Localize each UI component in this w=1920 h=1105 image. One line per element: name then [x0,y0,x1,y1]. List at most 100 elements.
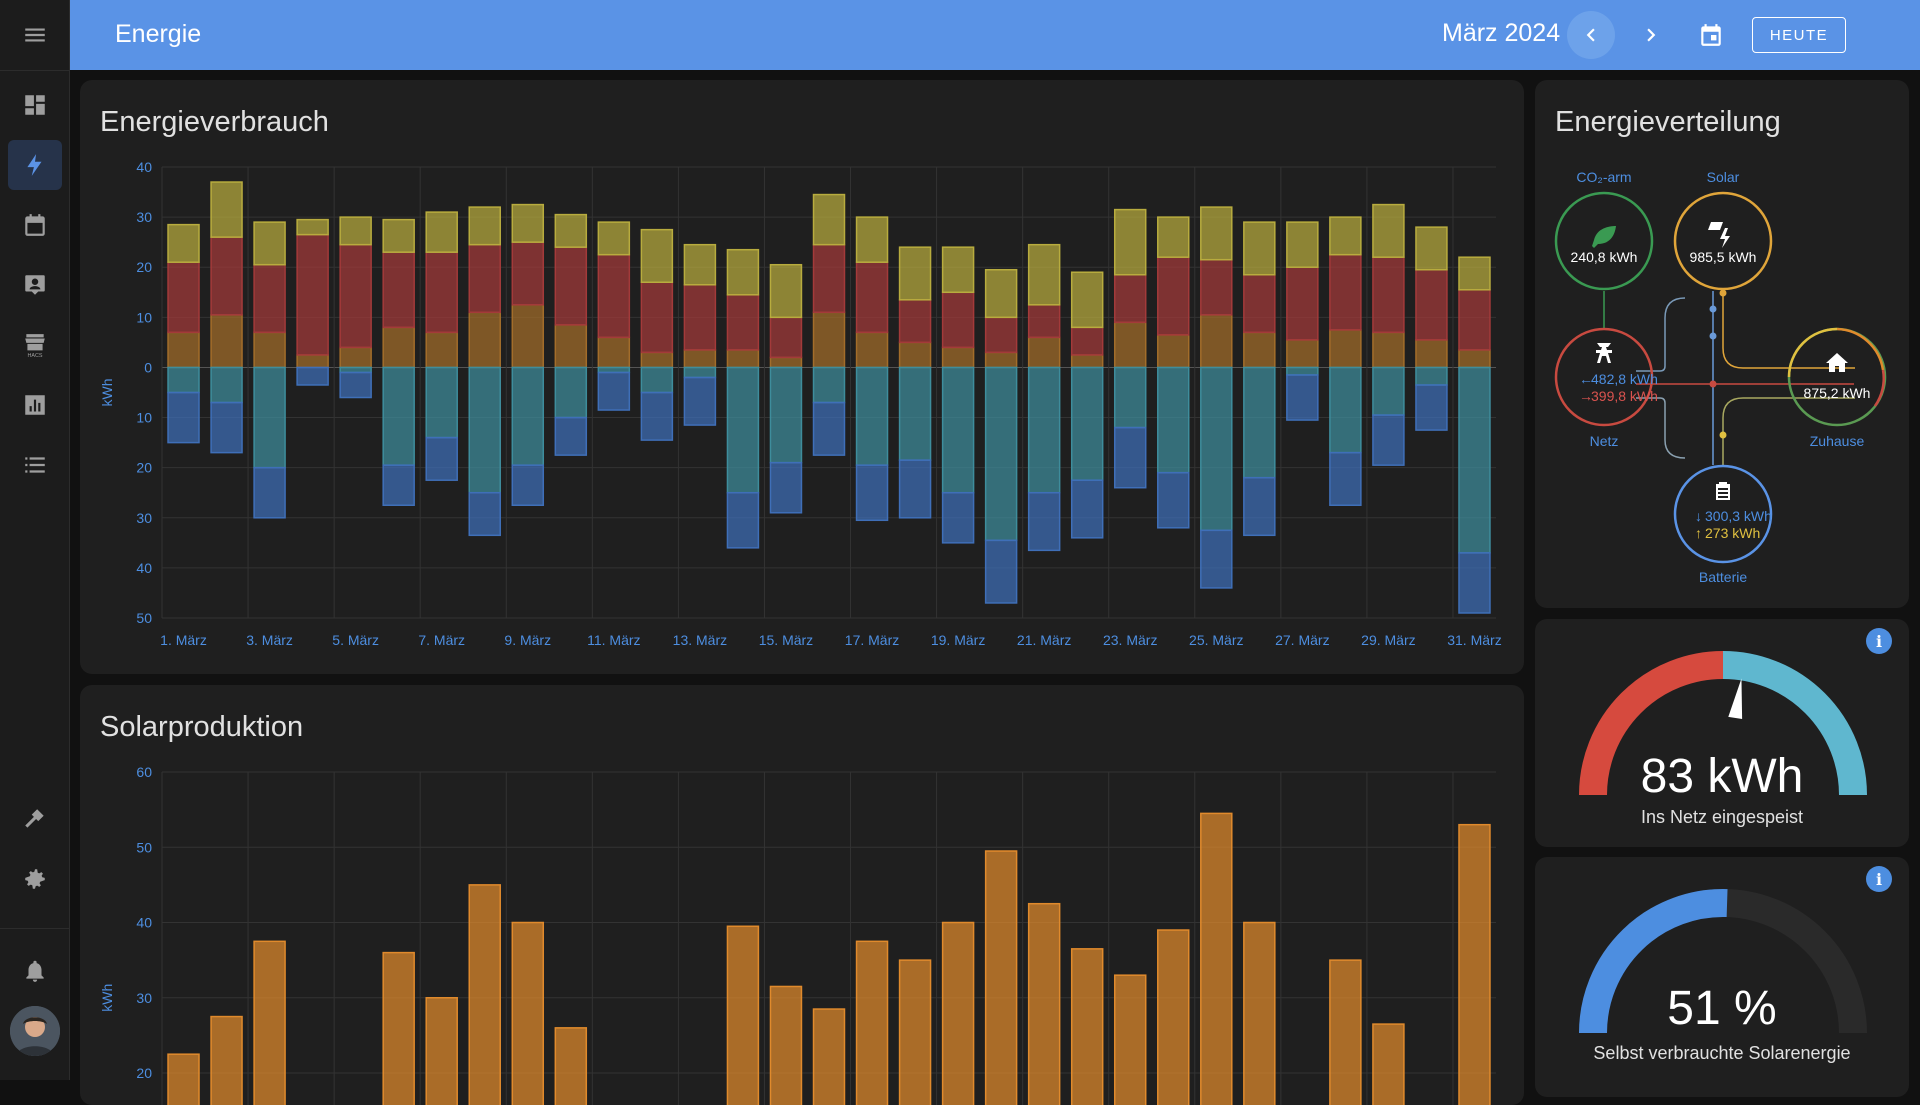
bar-segment-battery [383,327,414,367]
co2-value: 240,8 kWh [1571,249,1638,265]
bar-segment-solar [1072,272,1103,327]
chevron-right-icon [1638,22,1664,48]
bar-segment-to_grid [900,367,931,460]
bar-segment-to_battery [254,468,285,518]
bar-segment-battery [1330,330,1361,368]
solar-bar [1158,930,1189,1105]
bar-segment-solar [1158,217,1189,257]
battery-out: 300,3 kWh [1705,508,1772,524]
bar-segment-to_battery [383,465,414,505]
bar-segment-to_grid [512,367,543,465]
date-picker-button[interactable] [1687,11,1735,59]
bell-icon[interactable] [8,946,62,996]
period-label: März 2024 [1442,19,1560,48]
energy-flow-diagram: CO₂-arm 240,8 kWh Solar 985,5 kWh ← 482,… [1535,80,1909,608]
x-tick-label: 1. März [160,632,207,648]
hammer-icon[interactable] [8,794,62,844]
x-tick-label: 7. März [418,632,465,648]
battery-home-line [1723,398,1855,465]
bar-segment-battery [1416,340,1447,368]
bar-segment-to_battery [770,463,801,513]
solar-bar [1459,825,1490,1105]
bar-segment-battery [1072,355,1103,368]
bar-segment-to_battery [1373,415,1404,465]
bar-segment-battery [770,357,801,367]
x-tick-label: 3. März [246,632,293,648]
self-consumption-gauge-card: i 51 % Selbst verbrauchte Solarenergie [1535,857,1909,1097]
x-tick-label: 25. März [1189,632,1243,648]
bar-segment-to_grid [211,367,242,402]
bar-segment-to_battery [297,367,328,385]
co2-label: CO₂-arm [1576,169,1631,185]
avatar[interactable] [10,1006,60,1056]
grid-battery-line [1636,298,1685,371]
gear-icon[interactable] [8,854,62,904]
solar-bar [555,1028,586,1105]
bar-segment-battery [943,347,974,367]
list-icon[interactable] [8,440,62,490]
home-value: 875,2 kWh [1804,385,1871,401]
home-icon [1826,353,1848,372]
hacs-icon[interactable]: HACS [8,320,62,370]
y-tick-label: 50 [136,610,152,626]
y-tick-label: 20 [136,259,152,275]
bar-segment-to_battery [1416,385,1447,430]
grid-return-value: 83 kWh [1535,749,1909,804]
bar-segment-grid [1201,260,1232,315]
page-title: Energie [115,20,201,49]
lightning-icon[interactable] [8,140,62,190]
bar-segment-grid [469,245,500,313]
y-axis-label: kWh [99,984,115,1012]
battery-label: Batterie [1699,569,1747,585]
bar-segment-to_grid [254,367,285,467]
previous-period-button[interactable] [1567,11,1615,59]
solar-value: 985,5 kWh [1690,249,1757,265]
y-tick-label: 50 [136,839,152,855]
bar-segment-to_grid [340,367,371,372]
y-tick-label: 30 [136,510,152,526]
bar-segment-grid [857,262,888,332]
menu-icon[interactable] [8,10,62,60]
person-card-icon[interactable] [8,260,62,310]
bar-segment-to_grid [770,367,801,462]
y-tick-label: 40 [136,560,152,576]
bar-segment-solar [1459,257,1490,290]
dashboard-icon[interactable] [8,80,62,130]
bar-segment-battery [297,355,328,368]
bar-segment-to_battery [1201,530,1232,588]
solar-bar [254,941,285,1105]
today-button[interactable]: HEUTE [1752,17,1846,53]
grid-return-label: Ins Netz eingespeist [1535,807,1909,828]
bar-segment-to_grid [1115,367,1146,427]
bar-segment-battery [1158,335,1189,368]
chart-icon[interactable] [8,380,62,430]
bar-segment-to_battery [1459,553,1490,613]
bar-segment-to_battery [469,493,500,536]
calendar-icon[interactable] [8,200,62,250]
bar-segment-to_grid [1459,367,1490,552]
solar-bar [1244,923,1275,1105]
self-consumption-value: 51 % [1535,981,1909,1036]
bar-segment-to_grid [814,367,845,402]
x-tick-label: 21. März [1017,632,1071,648]
bar-segment-grid [986,317,1017,352]
bar-segment-to_grid [598,367,629,372]
chevron-left-icon [1578,22,1604,48]
bar-segment-battery [1201,315,1232,368]
x-tick-label: 19. März [931,632,985,648]
bar-segment-grid [1416,270,1447,340]
bar-segment-battery [512,305,543,368]
bar-segment-to_grid [383,367,414,465]
bar-segment-battery [814,312,845,367]
solar-bar [814,1009,845,1105]
grid-import: 482,8 kWh [1591,371,1658,387]
bar-segment-to_battery [857,465,888,520]
next-period-button[interactable] [1627,11,1675,59]
bar-segment-battery [469,312,500,367]
bar-segment-to_battery [684,377,715,425]
bar-segment-solar [1201,207,1232,260]
bar-segment-solar [900,247,931,300]
